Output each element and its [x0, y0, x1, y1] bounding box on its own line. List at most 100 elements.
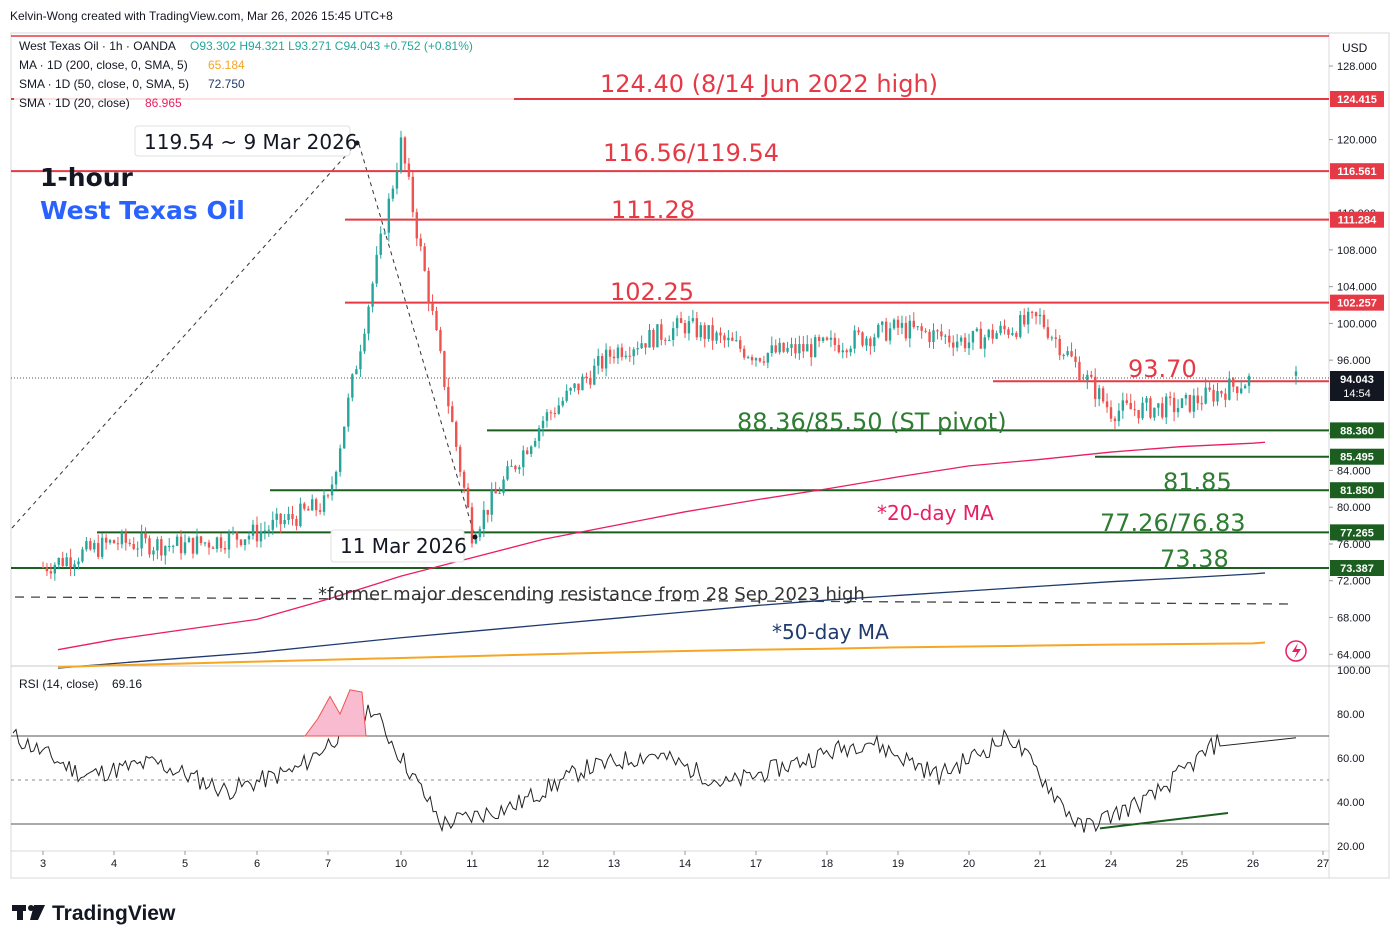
candle: [1070, 342, 1073, 358]
candle: [865, 335, 868, 351]
candle: [766, 352, 770, 369]
candle: [987, 328, 990, 341]
brand: TradingView: [12, 902, 176, 925]
candle: [470, 502, 474, 548]
candle: [959, 335, 963, 346]
candle: [1030, 310, 1034, 319]
legend-sma20-value: 86.965: [145, 96, 182, 110]
candle: [375, 246, 378, 288]
candle: [1184, 392, 1188, 406]
candle: [719, 327, 722, 343]
time-tick-label: 14: [679, 858, 691, 870]
candle: [61, 551, 64, 568]
candle: [900, 315, 904, 335]
candle: [1216, 382, 1219, 406]
candle: [841, 342, 844, 359]
candle: [628, 346, 631, 362]
svg-text:81.850: 81.850: [1340, 485, 1374, 497]
candle: [671, 321, 675, 347]
candle: [247, 532, 251, 545]
candle: [458, 444, 462, 477]
candle: [287, 506, 290, 525]
level-label-88: 88.36/85.50 (ST pivot): [737, 408, 1007, 436]
time-tick-label: 24: [1105, 858, 1117, 870]
candle: [620, 343, 624, 361]
candle: [419, 233, 422, 252]
legend-ma200-value: 65.184: [208, 58, 245, 72]
candle: [140, 524, 143, 557]
time-tick-label: 11: [466, 858, 477, 870]
candle: [1058, 335, 1061, 361]
ma-line-2: [57, 641, 1266, 669]
rally-dashed-line: [11, 142, 358, 529]
candle: [1196, 387, 1199, 411]
candle: [132, 537, 135, 551]
price-tag-2: 111.284: [1330, 211, 1384, 228]
candle: [191, 537, 195, 559]
candle: [451, 401, 454, 423]
candle: [908, 314, 912, 348]
level-labels: 124.40 (8/14 Jun 2022 high) 116.56/119.5…: [600, 70, 1246, 573]
candle: [565, 384, 568, 403]
price-tag-9: 73.387: [1330, 560, 1384, 576]
candle: [1239, 379, 1243, 395]
candle: [447, 377, 450, 414]
moving-averages: [57, 441, 1266, 669]
legend-ohlc: O93.302 H94.321 L93.271 C94.043 +0.752 (…: [190, 39, 473, 53]
price-tags: 124.415116.561111.284102.25793.70188.360…: [1330, 91, 1384, 576]
candle: [656, 324, 659, 348]
candle: [537, 425, 541, 449]
candle: [723, 332, 726, 348]
candle: [462, 469, 466, 494]
candle: [1094, 368, 1097, 408]
candle: [295, 515, 298, 531]
candle: [482, 501, 486, 538]
svg-text:102.257: 102.257: [1337, 298, 1377, 310]
decline-dashed-line: [358, 143, 476, 538]
candle: [171, 544, 175, 554]
svg-text:73.387: 73.387: [1340, 563, 1374, 575]
candle: [849, 345, 852, 357]
candle: [1113, 416, 1117, 430]
brand-name: TradingView: [52, 902, 176, 925]
svg-text:77.265: 77.265: [1340, 527, 1374, 539]
tradingview-logo-icon: [12, 905, 45, 920]
candle: [853, 325, 856, 354]
candle: [585, 372, 588, 383]
candle: [932, 323, 935, 349]
candle: [1066, 346, 1069, 357]
time-tick-label: 4: [111, 858, 117, 870]
candle: [283, 513, 286, 528]
rsi-tick-label: 60.00: [1337, 753, 1365, 765]
candle: [239, 539, 243, 547]
candle: [1180, 398, 1184, 409]
candle: [431, 294, 434, 316]
candle: [971, 330, 975, 351]
candle: [1168, 391, 1172, 406]
candle: [391, 185, 395, 202]
candle: [695, 311, 699, 341]
candle: [1192, 388, 1196, 419]
candle: [545, 408, 549, 428]
legend-sma20-label: SMA · 1D (20, close): [19, 96, 130, 110]
candle: [644, 343, 647, 355]
candle: [371, 281, 374, 313]
candle: [1042, 310, 1046, 330]
candle: [1034, 311, 1038, 325]
candle: [407, 157, 411, 180]
peak-dot: [354, 140, 360, 146]
candle: [303, 502, 306, 511]
candle: [1082, 373, 1085, 382]
candle: [73, 560, 76, 577]
candle: [660, 319, 663, 346]
candle: [136, 541, 139, 557]
candle: [810, 338, 813, 367]
candle: [668, 335, 671, 342]
candle: [821, 336, 825, 343]
time-tick-label: 10: [395, 858, 407, 870]
candle: [664, 337, 667, 346]
candle: [597, 348, 600, 375]
candle: [195, 528, 199, 555]
alert-lightning-icon[interactable]: [1285, 640, 1307, 662]
candle: [160, 535, 163, 561]
